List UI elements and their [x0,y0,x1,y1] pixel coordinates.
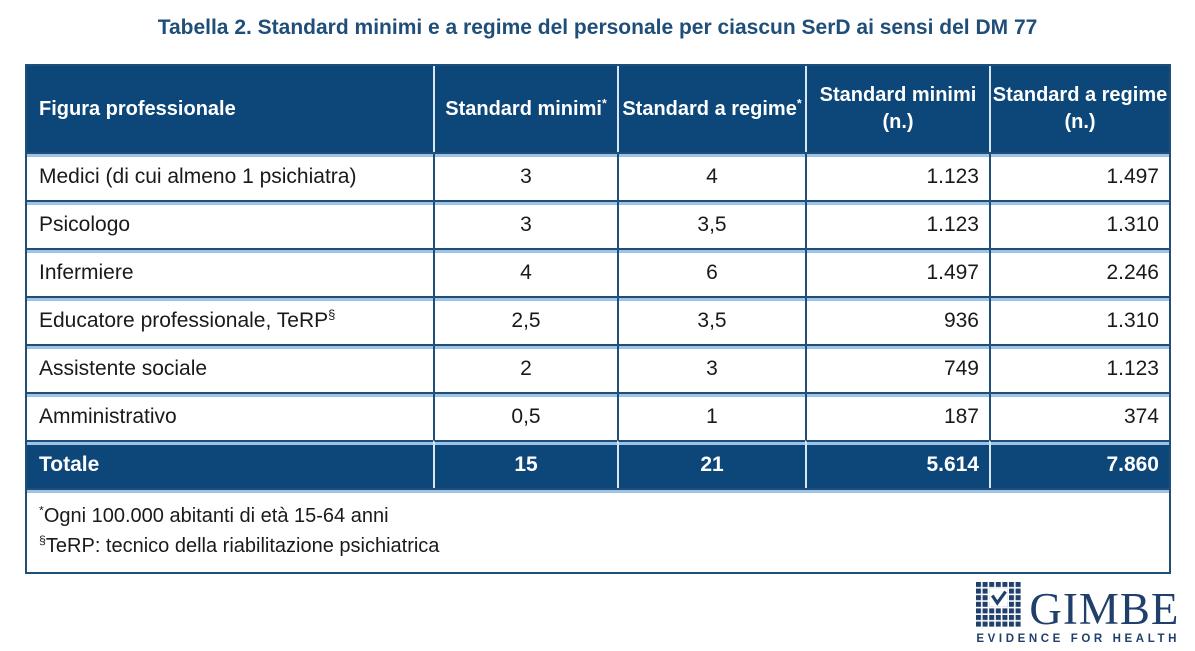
cell-totale-standard-minimi-n: 5.614 [805,440,989,488]
gimbe-tagline: EVIDENCE FOR HEALTH [976,633,1180,645]
table-row-infermiere: Infermiere 4 6 1.497 2.246 [27,248,1169,296]
gimbe-logo: GIMBE EVIDENCE FOR HEALTH [976,582,1180,645]
cell-totale-standard-a-regime: 21 [617,440,805,488]
cell-standard-a-regime: 1 [617,392,805,440]
footnote-marker: § [39,533,46,548]
cell-standard-a-regime: 3,5 [617,296,805,344]
cell-figura: Psicologo [27,200,433,248]
footnote-marker: * [601,95,607,110]
gimbe-checkmark-grid-icon [976,582,1023,628]
header-row: Figura professionale Standard minimi* St… [27,66,1169,152]
footnote-text: Ogni 100.000 abitanti di età 15-64 anni [43,505,389,527]
cell-standard-a-regime-n: 1.310 [989,200,1169,248]
cell-standard-minimi: 4 [433,248,617,296]
column-header-figura-professionale: Figura professionale [27,66,433,152]
footnote-marker: * [39,503,44,518]
column-header-standard-a-regime: Standard a regime* [617,66,805,152]
cell-standard-a-regime: 4 [617,152,805,200]
cell-standard-a-regime-n: 1.497 [989,152,1169,200]
column-header-label: Standard a regime (n.) [992,84,1168,133]
cell-standard-a-regime-n: 1.123 [989,344,1169,392]
page-title: Tabella 2. Standard minimi e a regime de… [157,16,1038,39]
column-header-standard-minimi-n: Standard minimi (n.) [805,66,989,152]
column-header-label: Standard a regime [622,97,797,120]
column-header-label: Standard minimi (n.) [819,84,977,133]
footnotes-row: *Ogni 100.000 abitanti di età 15-64 anni… [27,488,1169,572]
gimbe-wordmark: GIMBE [1029,584,1180,635]
footnote-asterisk: *Ogni 100.000 abitanti di età 15-64 anni [39,501,1157,531]
cell-standard-a-regime-n: 374 [989,392,1169,440]
cell-standard-minimi-n: 1.497 [805,248,989,296]
cell-standard-a-regime: 3,5 [617,200,805,248]
cell-standard-minimi-n: 1.123 [805,152,989,200]
cell-standard-minimi: 3 [433,200,617,248]
cell-standard-minimi: 2,5 [433,296,617,344]
cell-standard-a-regime-n: 1.310 [989,296,1169,344]
figura-label: Infermiere [39,261,134,284]
figura-label: Medici (di cui almeno 1 psichiatra) [39,165,357,188]
serd-standards-table: Figura professionale Standard minimi* St… [25,64,1171,574]
cell-totale-label: Totale [27,440,433,488]
column-header-standard-minimi: Standard minimi* [433,66,617,152]
cell-standard-minimi: 2 [433,344,617,392]
cell-figura: Medici (di cui almeno 1 psichiatra) [27,152,433,200]
cell-figura: Infermiere [27,248,433,296]
cell-standard-minimi-n: 1.123 [805,200,989,248]
footnotes-cell: *Ogni 100.000 abitanti di età 15-64 anni… [27,488,1169,572]
figura-label: Educatore professionale, TeRP [39,309,329,332]
figura-label: Assistente sociale [39,357,208,380]
cell-figura: Amministrativo [27,392,433,440]
cell-standard-minimi: 3 [433,152,617,200]
cell-figura: Assistente sociale [27,344,433,392]
footnote-marker: * [796,95,802,110]
footnote-section: §TeRP: tecnico della riabilitazione psic… [39,531,1157,561]
column-header-label: Figura professionale [39,97,236,120]
cell-standard-a-regime: 3 [617,344,805,392]
cell-standard-a-regime-n: 2.246 [989,248,1169,296]
table-row-assistente-sociale: Assistente sociale 2 3 749 1.123 [27,344,1169,392]
figura-label: Psicologo [39,213,131,236]
table-row-medici: Medici (di cui almeno 1 psichiatra) 3 4 … [27,152,1169,200]
cell-figura: Educatore professionale, TeRP§ [27,296,433,344]
gimbe-logo-top: GIMBE [976,582,1180,635]
footnote-marker: § [328,307,336,322]
table-row-amministrativo: Amministrativo 0,5 1 187 374 [27,392,1169,440]
cell-standard-minimi-n: 187 [805,392,989,440]
table-row-totale: Totale 15 21 5.614 7.860 [27,440,1169,488]
cell-standard-minimi-n: 749 [805,344,989,392]
cell-totale-standard-a-regime-n: 7.860 [989,440,1169,488]
footnote-text: TeRP: tecnico della riabilitazione psich… [45,535,440,557]
cell-totale-standard-minimi: 15 [433,440,617,488]
column-header-label: Standard minimi [445,97,602,120]
table-row-educatore: Educatore professionale, TeRP§ 2,5 3,5 9… [27,296,1169,344]
figura-label: Amministrativo [39,405,177,428]
cell-standard-minimi-n: 936 [805,296,989,344]
cell-standard-minimi: 0,5 [433,392,617,440]
column-header-standard-a-regime-n: Standard a regime (n.) [989,66,1169,152]
cell-standard-a-regime: 6 [617,248,805,296]
table-row-psicologo: Psicologo 3 3,5 1.123 1.310 [27,200,1169,248]
